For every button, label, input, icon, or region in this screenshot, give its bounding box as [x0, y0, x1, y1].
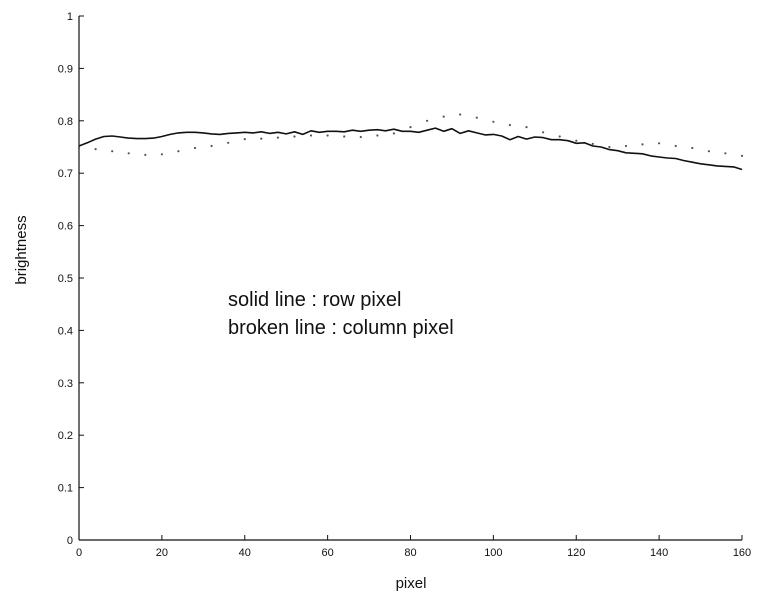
x-tick-label: 40 [239, 547, 251, 559]
axes: 0 0.1 0.2 0.3 0.4 0.5 0.6 0.7 0.8 0.9 1 0 20 40 60 80 10… [58, 11, 751, 559]
x-axis-label: pixel [396, 575, 427, 592]
data-point [276, 136, 279, 139]
data-point [492, 120, 495, 123]
data-point [542, 131, 545, 134]
y-tick-label: 0.7 [58, 168, 73, 180]
data-point [326, 134, 329, 137]
x-tick-label: 120 [567, 547, 585, 559]
data-point [293, 135, 296, 138]
data-point [409, 126, 412, 129]
annotation-solid: solid line : row pixel [228, 289, 401, 311]
x-tick-label: 60 [322, 547, 334, 559]
data-point [591, 142, 594, 145]
data-point [674, 144, 677, 148]
x-tick-label: 140 [650, 547, 668, 559]
x-tick-label: 0 [76, 547, 82, 559]
data-point [260, 137, 263, 140]
data-point [575, 139, 578, 142]
data-point [210, 144, 213, 148]
data-point [442, 115, 445, 118]
data-point [641, 143, 644, 146]
data-point [193, 146, 197, 150]
data-point [707, 150, 711, 153]
data-point [392, 132, 395, 135]
data-point [624, 144, 628, 148]
data-point [77, 146, 81, 150]
data-point [525, 126, 528, 129]
data-point [227, 141, 230, 144]
data-point [243, 138, 246, 141]
data-point [658, 142, 661, 145]
x-tick-label: 20 [156, 547, 168, 559]
series-row-pixel [78, 127, 743, 171]
data-point [160, 153, 163, 156]
y-tick-label: 0 [67, 535, 73, 547]
data-point [127, 152, 130, 155]
data-point [94, 148, 97, 151]
data-point [111, 150, 114, 153]
x-tick-label: 100 [484, 547, 502, 559]
y-tick-label: 0.4 [58, 325, 73, 337]
series-line [78, 127, 743, 171]
data-point [475, 116, 478, 119]
y-tick-label: 0.6 [58, 221, 73, 233]
data-point [359, 135, 362, 139]
y-tick-label: 0.9 [58, 63, 73, 75]
data-point [426, 119, 429, 122]
y-tick-label: 1 [67, 11, 73, 23]
data-point [508, 123, 511, 127]
y-axis-label: brightness [13, 215, 30, 284]
y-tick-label: 0.1 [58, 483, 73, 495]
y-tick-label: 0.5 [58, 273, 73, 285]
data-point [144, 153, 147, 156]
data-point [724, 152, 727, 155]
series-layer [77, 113, 744, 171]
data-point [608, 145, 611, 149]
data-point [309, 134, 313, 137]
y-tick-label: 0.2 [58, 430, 73, 442]
series-column-pixel [77, 113, 744, 157]
annotation-broken: broken line : column pixel [228, 317, 454, 339]
y-tick-label: 0.3 [58, 378, 73, 390]
x-tick-label: 160 [733, 547, 751, 559]
data-point [343, 135, 346, 138]
y-tick-label: 0.8 [58, 116, 73, 128]
x-tick-label: 80 [404, 547, 416, 559]
data-point [740, 154, 744, 157]
data-point [177, 150, 180, 153]
data-point [459, 113, 462, 116]
data-point [558, 135, 561, 138]
data-point [376, 134, 379, 137]
data-point [691, 146, 694, 150]
